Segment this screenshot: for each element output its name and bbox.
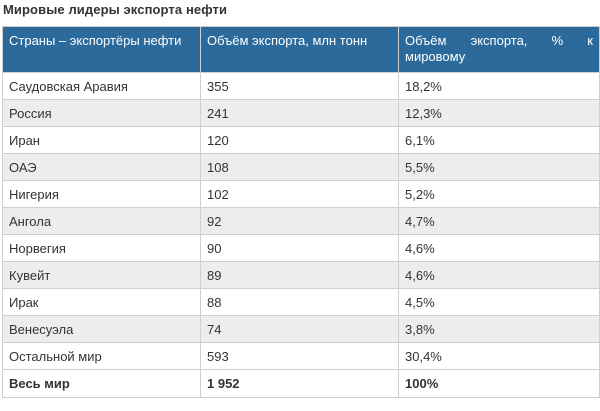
header-volume: Объём экспорта, млн тонн bbox=[200, 26, 399, 73]
header-country: Страны – экспортёры нефти bbox=[2, 26, 201, 73]
total-row: Весь мир 1 952 100% bbox=[2, 369, 600, 398]
share-cell: 3,8% bbox=[398, 315, 600, 343]
share-cell: 18,2% bbox=[398, 72, 600, 100]
total-share-cell: 100% bbox=[398, 369, 600, 398]
share-cell: 4,7% bbox=[398, 207, 600, 235]
table-row: Ангола 92 4,7% bbox=[2, 207, 600, 235]
volume-cell: 108 bbox=[200, 153, 399, 181]
share-cell: 12,3% bbox=[398, 99, 600, 127]
table-row: Норвегия 90 4,6% bbox=[2, 234, 600, 262]
country-cell: Ирак bbox=[2, 288, 201, 316]
country-cell: Остальной мир bbox=[2, 342, 201, 370]
volume-cell: 89 bbox=[200, 261, 399, 289]
country-cell: Иран bbox=[2, 126, 201, 154]
table-row: Иран 120 6,1% bbox=[2, 126, 600, 154]
volume-cell: 120 bbox=[200, 126, 399, 154]
country-cell: Нигерия bbox=[2, 180, 201, 208]
page-title: Мировые лидеры экспорта нефти bbox=[3, 2, 228, 17]
country-cell: Норвегия bbox=[2, 234, 201, 262]
total-volume-cell: 1 952 bbox=[200, 369, 399, 398]
volume-cell: 90 bbox=[200, 234, 399, 262]
table-row: Венесуэла 74 3,8% bbox=[2, 315, 600, 343]
table-row: Кувейт 89 4,6% bbox=[2, 261, 600, 289]
header-share: Объём экспорта, % к мировому bbox=[398, 26, 600, 73]
table-row: Саудовская Аравия 355 18,2% bbox=[2, 72, 600, 100]
header-row: Страны – экспортёры нефти Объём экспорта… bbox=[2, 26, 600, 73]
volume-cell: 355 bbox=[200, 72, 399, 100]
share-cell: 4,6% bbox=[398, 261, 600, 289]
table-header: Страны – экспортёры нефти Объём экспорта… bbox=[2, 26, 600, 73]
share-cell: 5,2% bbox=[398, 180, 600, 208]
table-row: Россия 241 12,3% bbox=[2, 99, 600, 127]
table-row: Ирак 88 4,5% bbox=[2, 288, 600, 316]
volume-cell: 593 bbox=[200, 342, 399, 370]
country-cell: Кувейт bbox=[2, 261, 201, 289]
volume-cell: 241 bbox=[200, 99, 399, 127]
share-cell: 4,5% bbox=[398, 288, 600, 316]
country-cell: ОАЭ bbox=[2, 153, 201, 181]
total-label-cell: Весь мир bbox=[2, 369, 201, 398]
country-cell: Саудовская Аравия bbox=[2, 72, 201, 100]
table-row: Нигерия 102 5,2% bbox=[2, 180, 600, 208]
table-row: Остальной мир 593 30,4% bbox=[2, 342, 600, 370]
volume-cell: 102 bbox=[200, 180, 399, 208]
country-cell: Ангола bbox=[2, 207, 201, 235]
table-body: Саудовская Аравия 355 18,2% Россия 241 1… bbox=[2, 72, 600, 398]
share-cell: 5,5% bbox=[398, 153, 600, 181]
share-cell: 6,1% bbox=[398, 126, 600, 154]
share-cell: 30,4% bbox=[398, 342, 600, 370]
volume-cell: 74 bbox=[200, 315, 399, 343]
country-cell: Россия bbox=[2, 99, 201, 127]
oil-export-table: Страны – экспортёры нефти Объём экспорта… bbox=[2, 26, 600, 398]
volume-cell: 88 bbox=[200, 288, 399, 316]
volume-cell: 92 bbox=[200, 207, 399, 235]
table-row: ОАЭ 108 5,5% bbox=[2, 153, 600, 181]
share-cell: 4,6% bbox=[398, 234, 600, 262]
country-cell: Венесуэла bbox=[2, 315, 201, 343]
